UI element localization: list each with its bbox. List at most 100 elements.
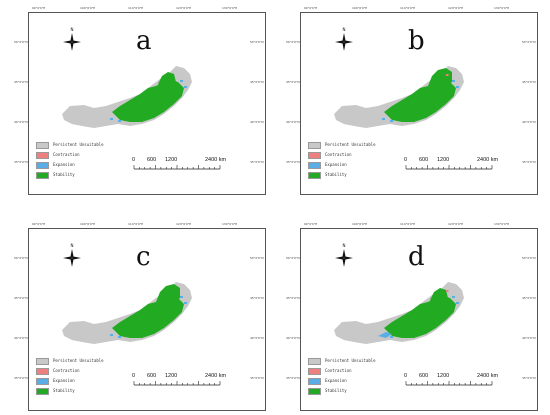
legend-swatch	[36, 142, 49, 149]
legend-swatch	[308, 142, 321, 149]
latitude-label: 50°0'0"N	[522, 40, 536, 44]
map-canvas: N	[62, 243, 192, 344]
legend-label: Persistent Unsuitable	[53, 142, 104, 147]
region-expansion	[390, 120, 393, 122]
legend-label: Persistent Unsuitable	[53, 358, 104, 363]
panel-letter: b	[408, 26, 425, 56]
panel-letter: c	[136, 242, 151, 272]
scale-tick-label: 600	[419, 373, 429, 379]
longitude-label: 110°0'0"E	[400, 222, 416, 226]
north-arrow-icon: N	[63, 243, 81, 267]
scale-bar	[133, 381, 221, 386]
legend-label: Expansion	[325, 378, 347, 383]
latitude-label: 35°0'0"N	[14, 160, 28, 164]
latitude-label: 40°0'0"N	[14, 336, 28, 340]
legend-label: Stability	[325, 172, 347, 177]
legend-label: Persistent Unsuitable	[325, 142, 376, 147]
legend-label: Expansion	[53, 162, 75, 167]
legend-label: Contraction	[53, 368, 80, 373]
latitude-label: 45°0'0"N	[286, 80, 300, 84]
legend: Persistent Unsuitable Contraction Expansio…	[36, 142, 104, 182]
latitude-label: 45°0'0"N	[250, 296, 264, 300]
legend: Persistent Unsuitable Contraction Expansio…	[36, 358, 104, 398]
region-expansion	[118, 120, 121, 122]
longitude-label: 110°0'0"E	[128, 6, 144, 10]
north-label: N	[71, 27, 74, 32]
map-canvas: N	[334, 27, 464, 128]
latitude-label: 45°0'0"N	[286, 296, 300, 300]
scale-tick-label: 600	[147, 373, 157, 379]
legend-label: Expansion	[53, 378, 75, 383]
region-stability	[112, 80, 184, 122]
scale-tick-label: 1200	[165, 373, 178, 379]
region-stability	[112, 296, 184, 338]
scale-bar	[133, 165, 221, 170]
legend-swatch	[36, 388, 49, 395]
latitude-label: 45°0'0"N	[522, 296, 536, 300]
legend-label: Expansion	[325, 162, 347, 167]
latitude-label: 50°0'0"N	[250, 40, 264, 44]
latitude-label: 50°0'0"N	[286, 40, 300, 44]
latitude-label: 35°0'0"N	[286, 160, 300, 164]
scale-tick-label: 600	[419, 157, 429, 163]
map-panel-a: 90°0'0"E 100°0'0"E 110°0'0"E 120°0'0"E 130°0…	[14, 2, 268, 198]
longitude-label: 90°0'0"E	[304, 222, 318, 226]
latitude-label: 40°0'0"N	[250, 120, 264, 124]
latitude-label: 45°0'0"N	[522, 80, 536, 84]
latitude-label: 35°0'0"N	[14, 376, 28, 380]
map-panel-b: 90°0'0"E 100°0'0"E 110°0'0"E 120°0'0"E 130°0…	[286, 2, 540, 198]
legend-label: Contraction	[325, 152, 352, 157]
legend-swatch	[308, 152, 321, 159]
longitude-label: 100°0'0"E	[80, 6, 96, 10]
legend-swatch	[308, 358, 321, 365]
region-expansion	[180, 80, 183, 82]
scale-tick-label: 1200	[437, 157, 450, 163]
north-label: N	[343, 243, 346, 248]
north-arrow-icon: N	[63, 27, 81, 51]
latitude-label: 45°0'0"N	[250, 80, 264, 84]
scale-tick-label: 1200	[165, 157, 178, 163]
map-panel-d: 90°0'0"E 100°0'0"E 110°0'0"E 120°0'0"E 130°0…	[286, 218, 540, 414]
scale-tick-label: 2400 km	[477, 373, 499, 379]
latitude-label: 35°0'0"N	[250, 160, 264, 164]
longitude-label: 90°0'0"E	[304, 6, 318, 10]
legend-label: Contraction	[325, 368, 352, 373]
longitude-label: 130°0'0"E	[494, 6, 510, 10]
longitude-label: 130°0'0"E	[222, 6, 238, 10]
scale-tick-label: 1200	[437, 373, 450, 379]
legend: Persistent Unsuitable Contraction Expansio…	[308, 358, 376, 398]
map-panel-c: 90°0'0"E 100°0'0"E 110°0'0"E 120°0'0"E 130°0…	[14, 218, 268, 414]
latitude-label: 40°0'0"N	[522, 120, 536, 124]
longitude-label: 120°0'0"E	[448, 6, 464, 10]
north-arrow-icon: N	[335, 243, 353, 267]
region-stability	[158, 72, 176, 90]
latitude-label: 40°0'0"N	[286, 120, 300, 124]
scale-tick-label: 2400 km	[205, 373, 227, 379]
region-expansion	[184, 86, 187, 88]
longitude-label: 90°0'0"E	[32, 6, 46, 10]
scale-tick-label: 0	[132, 373, 136, 379]
legend-label: Persistent Unsuitable	[325, 358, 376, 363]
scale-tick-label: 600	[147, 157, 157, 163]
region-expansion	[180, 296, 183, 298]
region-contraction	[446, 290, 449, 292]
north-label: N	[343, 27, 346, 32]
latitude-label: 40°0'0"N	[286, 336, 300, 340]
legend-label: Stability	[53, 172, 75, 177]
latitude-label: 40°0'0"N	[250, 336, 264, 340]
region-expansion	[452, 80, 455, 82]
latitude-label: 50°0'0"N	[250, 256, 264, 260]
north-arrow-icon: N	[335, 27, 353, 51]
legend-swatch	[308, 162, 321, 169]
region-expansion	[184, 302, 187, 304]
scale-tick-label: 2400 km	[205, 157, 227, 163]
map-canvas: N	[334, 243, 464, 344]
legend-swatch	[36, 162, 49, 169]
longitude-label: 110°0'0"E	[400, 6, 416, 10]
region-stability	[156, 284, 180, 306]
latitude-label: 35°0'0"N	[522, 160, 536, 164]
latitude-label: 40°0'0"N	[522, 336, 536, 340]
legend-swatch	[36, 172, 49, 179]
region-expansion	[456, 302, 459, 304]
legend-swatch	[308, 388, 321, 395]
